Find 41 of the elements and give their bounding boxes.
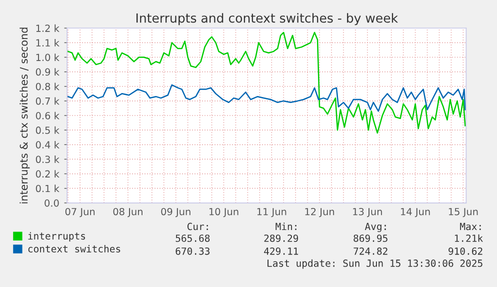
- x-tick-label: 14 Jun: [401, 208, 430, 218]
- chart-title: Interrupts and context switches - by week: [136, 13, 398, 26]
- y-tick-label: 0.4 k: [36, 140, 60, 148]
- y-tick-label: 0.7 k: [36, 97, 60, 105]
- x-tick-label: 11 Jun: [257, 208, 286, 218]
- y-tick-label: 1.0 k: [36, 54, 60, 62]
- text: 869.95: [354, 234, 388, 242]
- text: Avg:: [364, 222, 386, 232]
- text: 1.21k: [454, 234, 483, 242]
- x-tick-label: 12 Jun: [305, 208, 334, 218]
- y-axis-title: interrupts & ctx switches / second: [20, 28, 30, 204]
- legend-label: interrupts: [28, 232, 86, 242]
- x-tick-label: 08 Jun: [113, 208, 142, 218]
- x-tick-label: 13 Jun: [353, 208, 382, 218]
- text: 670.33: [176, 247, 210, 255]
- text: Min:: [276, 222, 296, 230]
- text: 565.68: [176, 234, 210, 242]
- text: Max:: [460, 222, 481, 230]
- y-tick-label: 0.5 k: [36, 126, 60, 134]
- y-tick-label: 0.2 k: [36, 170, 60, 178]
- line-series: [67, 84, 466, 112]
- text: 289.29: [264, 234, 298, 242]
- text: 910.62: [448, 247, 482, 255]
- text: Cur:: [187, 222, 208, 230]
- y-tick-label: 0.8 k: [36, 82, 60, 90]
- text: 724.82: [354, 247, 388, 255]
- text: Last update: Sun Jun 15 13:30:06 2025: [268, 259, 482, 269]
- y-tick-label: 0.6 k: [36, 112, 60, 120]
- line-series: [67, 32, 466, 134]
- text: 429.11: [264, 247, 298, 255]
- y-tick-label: 1.1 k: [36, 39, 60, 46]
- y-tick-label: 0.1 k: [36, 184, 60, 192]
- y-tick-label: 1.2 k: [36, 24, 60, 32]
- x-tick-label: 07 Jun: [65, 208, 95, 218]
- legend-label: context switches: [28, 244, 120, 252]
- x-tick-label: 09 Jun: [161, 208, 190, 218]
- y-tick-label: 0.3 k: [36, 156, 60, 164]
- y-tick-label: 0.0: [44, 199, 59, 207]
- x-tick-label: 10 Jun: [209, 208, 238, 218]
- x-tick-label: 15 Jun: [448, 208, 478, 218]
- y-tick-label: 0.9 k: [36, 68, 60, 76]
